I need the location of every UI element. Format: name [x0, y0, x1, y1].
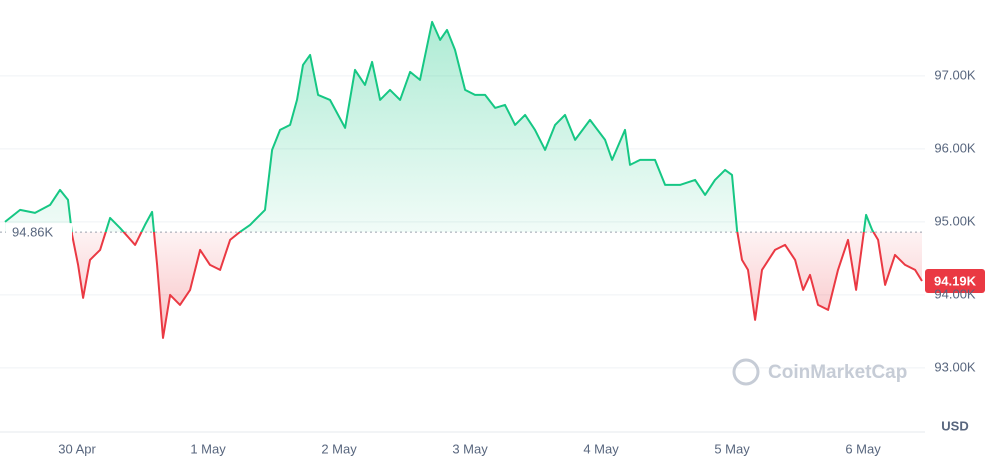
x-tick-label: 6 May [845, 441, 881, 456]
price-line [4, 20, 923, 339]
x-tick-label: 5 May [714, 441, 750, 456]
price-area [5, 21, 922, 338]
y-tick-label: 96.00K [934, 140, 976, 155]
baseline-label-bg [6, 223, 72, 242]
x-tick-label: 3 May [452, 441, 488, 456]
x-tick-label: 2 May [321, 441, 357, 456]
y-tick-label: 95.00K [934, 213, 976, 228]
price-tag-label: 94.19K [934, 273, 977, 288]
price-tag [925, 269, 985, 294]
watermark: CoinMarketCap [768, 362, 907, 383]
y-tick-label: 97.00K [934, 67, 976, 82]
y-tick-label: 94.00K [934, 286, 976, 301]
watermark-logo [732, 358, 760, 386]
unit-label: USD [941, 418, 968, 433]
y-tick-label: 93.00K [934, 359, 976, 374]
x-tick-label: 1 May [190, 441, 226, 456]
x-tick-label: 30 Apr [58, 441, 96, 456]
baseline-label: 94.86K [12, 225, 54, 240]
x-tick-label: 4 May [583, 441, 619, 456]
